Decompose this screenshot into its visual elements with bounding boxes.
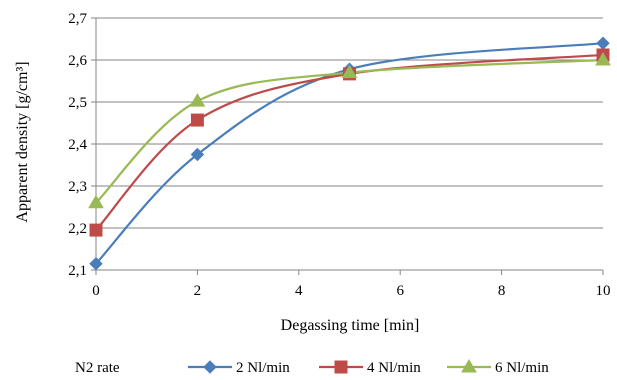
series-markers xyxy=(88,36,611,271)
x-axis-title: Degassing time [min] xyxy=(281,317,420,334)
data-point-6-nl-min xyxy=(341,64,358,79)
y-tick-label: 2,1 xyxy=(68,263,87,279)
x-tick-label: 10 xyxy=(596,283,611,299)
legend-entry-6-nl-min: 6 Nl/min xyxy=(495,360,549,376)
y-tick-labels: 2,1 2,2 2,3 2,4 2,5 2,6 2,7 xyxy=(68,11,87,279)
y-tick-label: 2,6 xyxy=(68,53,87,69)
legend-marker-2-nl-min xyxy=(203,360,217,374)
legend-entry-4-nl-min: 4 Nl/min xyxy=(367,360,421,376)
gridlines xyxy=(96,17,603,229)
y-tick-label: 2,2 xyxy=(68,221,87,237)
series-line-6-nl-min xyxy=(95,58,604,204)
data-point-4-nl-min xyxy=(89,223,103,237)
y-tick-label: 2,7 xyxy=(68,11,87,27)
legend: N2 rate 2 Nl/min 4 Nl/min 6 Nl/min xyxy=(75,359,549,376)
y-axis-title: Apparent density [g/cm³] xyxy=(14,61,31,222)
data-point-2-nl-min xyxy=(89,256,103,271)
x-tick-label: 4 xyxy=(295,283,303,299)
data-point-6-nl-min xyxy=(88,194,104,209)
legend-marker-6-nl-min xyxy=(461,359,477,373)
y-tick-label: 2,4 xyxy=(68,137,87,153)
data-point-6-nl-min xyxy=(595,52,611,66)
data-point-2-nl-min xyxy=(190,147,205,162)
x-tick-labels: 0 2 4 6 8 10 xyxy=(92,283,610,299)
legend-entry-2-nl-min: 2 Nl/min xyxy=(236,360,290,376)
data-point-2-nl-min xyxy=(596,36,610,50)
x-tick-label: 6 xyxy=(396,283,404,299)
axes xyxy=(91,17,604,275)
series-line-4-nl-min xyxy=(95,53,604,231)
y-tick-label: 2,3 xyxy=(68,179,87,195)
x-tick-label: 0 xyxy=(92,283,100,299)
legend-marker-4-nl-min xyxy=(334,360,348,374)
series-lines xyxy=(95,42,604,265)
x-tick-label: 8 xyxy=(498,283,506,299)
data-point-4-nl-min xyxy=(190,113,204,127)
y-tick-label: 2,5 xyxy=(68,95,87,111)
x-tick-label: 2 xyxy=(194,283,202,299)
data-point-6-nl-min xyxy=(189,93,206,107)
series-line-2-nl-min xyxy=(95,42,604,265)
legend-title: N2 rate xyxy=(75,360,120,376)
